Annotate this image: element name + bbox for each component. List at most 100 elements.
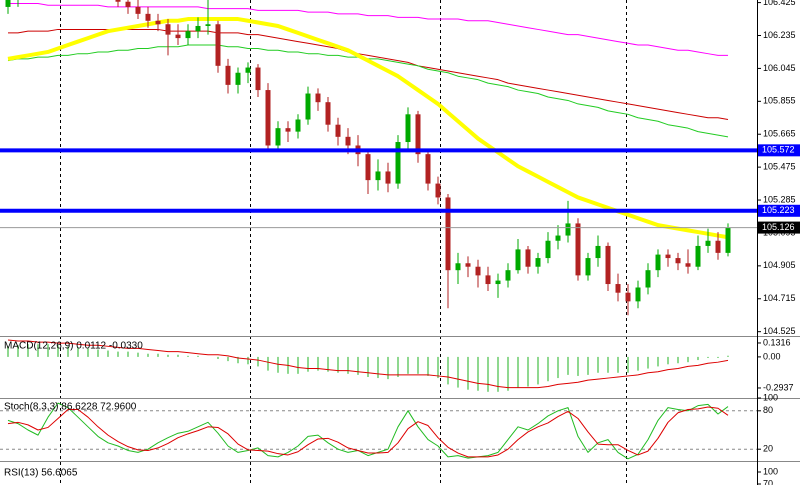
candle-body: [485, 275, 491, 285]
candle-body: [185, 31, 191, 39]
y-tick-label: 104.715: [763, 293, 796, 303]
candle-body: [695, 245, 701, 267]
candle-body: [125, 1, 131, 7]
candle-body: [295, 119, 301, 132]
y-tick-label: 106.045: [763, 63, 796, 73]
candle-body: [645, 270, 651, 288]
last-price-label: 105.126: [762, 222, 795, 232]
level-tag: [758, 144, 800, 157]
candle-body: [465, 263, 471, 267]
candle-body: [405, 114, 411, 143]
candle-body: [175, 34, 181, 39]
candle-body: [395, 142, 401, 184]
candle-body: [305, 93, 311, 120]
candle-body: [165, 24, 171, 35]
indicator-line: [7, 402, 729, 460]
indicator-line: [7, 17, 729, 240]
candle-body: [325, 102, 331, 125]
indicator-line: [7, 339, 729, 389]
y-tick-label: 105.475: [763, 162, 796, 172]
candle-body: [335, 124, 341, 137]
last-price-tag: [758, 221, 800, 234]
candle-body: [725, 227, 731, 253]
candle-body: [205, 24, 211, 26]
candle-body: [655, 254, 661, 271]
candle-body: [505, 270, 511, 281]
y-tick-label: 80: [763, 405, 773, 415]
candle-body: [445, 197, 451, 271]
stoch-panel: [0, 402, 757, 460]
candle-body: [575, 223, 581, 276]
candle-body: [285, 128, 291, 132]
candle-body: [315, 93, 321, 103]
candle-body: [585, 258, 591, 276]
y-tick-label: 100: [763, 466, 778, 476]
macd-panel: [7, 339, 729, 392]
y-tick-label: 105.285: [763, 194, 796, 204]
candle-body: [685, 263, 691, 267]
stoch-title: Stoch(8,3,3) 86.6228 72.9600: [4, 402, 137, 413]
candle-body: [565, 223, 571, 236]
candle-body: [535, 258, 541, 267]
candle-body: [145, 13, 151, 21]
candle-body: [265, 90, 271, 146]
y-tick-label: 105.665: [763, 129, 796, 139]
candle-body: [255, 67, 261, 91]
candle-body: [215, 24, 221, 66]
candle-body: [155, 20, 161, 25]
y-tick-label: -0.2937: [763, 382, 794, 392]
candle-body: [675, 258, 681, 264]
candle-body: [375, 171, 381, 181]
candle-body: [625, 292, 631, 302]
candle-body: [455, 263, 461, 271]
candle-body: [345, 136, 351, 146]
y-tick-label: 104.905: [763, 260, 796, 270]
candle-body: [235, 72, 241, 85]
candle-body: [365, 154, 371, 181]
rsi-title: RSI(13) 56.6065: [4, 468, 78, 479]
candle-body: [245, 67, 251, 73]
y-tick-label: 106.235: [763, 30, 796, 40]
level-tag: [758, 204, 800, 217]
candle-body: [425, 154, 431, 184]
y-tick-label: 106.425: [763, 0, 796, 7]
candle-body: [135, 6, 141, 14]
y-tick-label: 70: [763, 478, 773, 485]
candle-body: [385, 171, 391, 184]
candle-body: [5, 0, 11, 7]
macd-title: MACD(12,26,9) 0.0112 -0.0330: [4, 341, 143, 352]
price-axes: 106.425 106.235 106.045 105.855 105.665 105.4…: [757, 0, 800, 485]
candle-body: [615, 284, 621, 293]
candle-body: [715, 240, 721, 253]
candle-body: [665, 254, 671, 259]
candle-body: [705, 240, 711, 246]
candle-body: [515, 249, 521, 271]
candle-body: [415, 114, 421, 155]
candle-body: [115, 0, 121, 2]
candle-body: [555, 235, 561, 241]
y-tick-label: 104.525: [763, 326, 796, 336]
candle-body: [195, 25, 201, 32]
y-tick-label: 20: [763, 444, 773, 454]
candle-body: [275, 128, 281, 146]
level-label: 105.572: [762, 145, 795, 155]
candle-body: [545, 240, 551, 259]
y-tick-label: 100: [763, 392, 778, 402]
y-tick-label: 0.00: [763, 351, 781, 361]
level-label: 105.223: [762, 205, 795, 215]
candle-body: [595, 245, 601, 259]
candle-body: [435, 183, 441, 198]
candle-body: [495, 280, 501, 285]
candle-body: [635, 287, 641, 302]
candle-body: [525, 249, 531, 267]
candle-body: [605, 245, 611, 285]
indicator-line: [7, 406, 729, 458]
y-tick-label: 0.1316: [763, 337, 791, 347]
candle-body: [225, 65, 231, 85]
price-panel: [0, 0, 757, 316]
y-tick-label: 105.855: [763, 96, 796, 106]
candle-body: [475, 266, 481, 276]
